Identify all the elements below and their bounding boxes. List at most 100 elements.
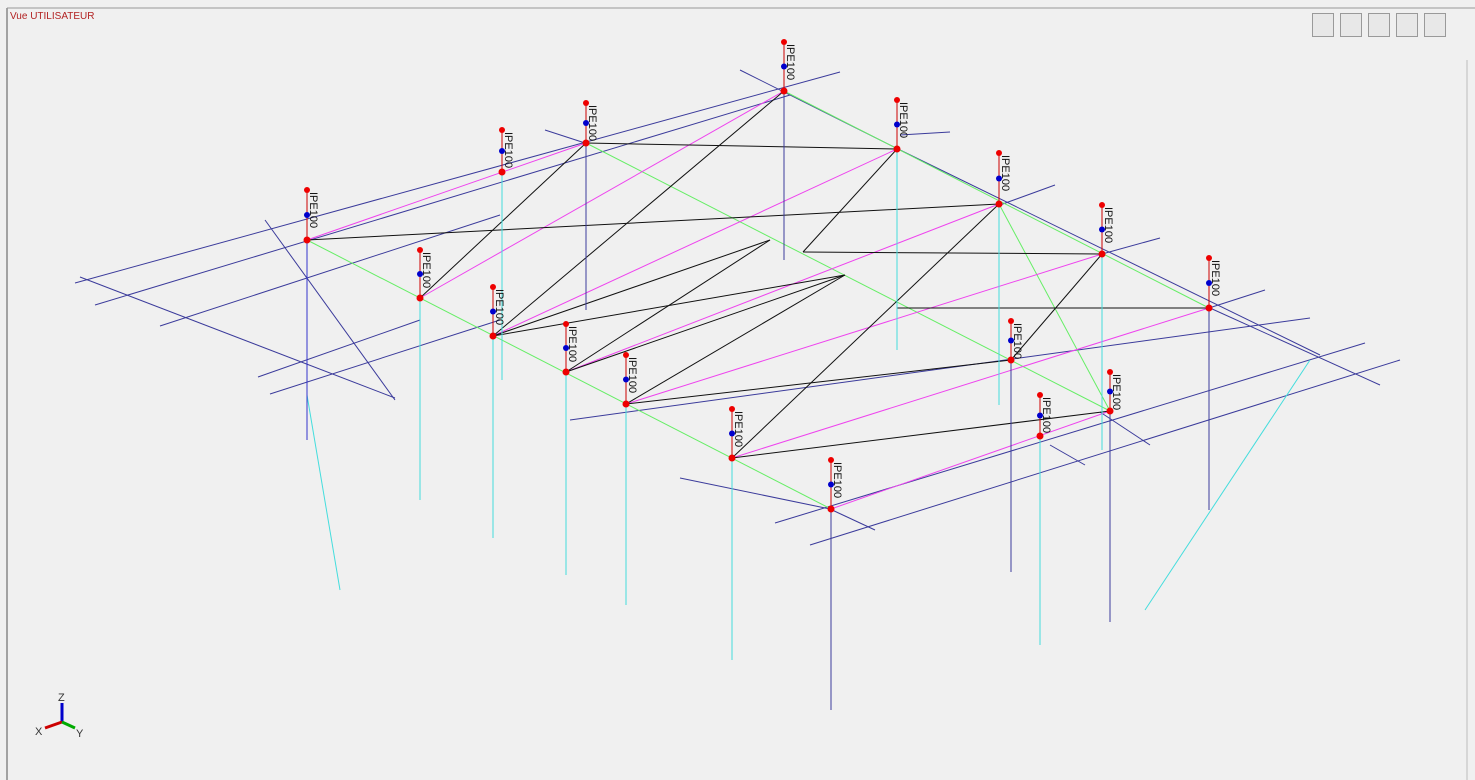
secondary-beam: [565, 203, 1000, 373]
pan-button[interactable]: [1396, 13, 1418, 37]
node: [828, 481, 834, 488]
bracing: [419, 142, 587, 299]
node: [1008, 337, 1014, 344]
node: [1098, 250, 1106, 258]
beam: [679, 477, 831, 510]
node: [562, 368, 570, 376]
section-label: IPE100: [586, 105, 598, 141]
bracing: [1010, 253, 1103, 361]
section-label: IPE100: [493, 289, 505, 325]
bracing: [802, 148, 898, 253]
node: [498, 168, 506, 176]
node: [729, 406, 735, 412]
secondary-beam: [419, 90, 785, 299]
node: [828, 457, 834, 463]
node: [893, 145, 901, 153]
secondary-beam: [625, 253, 1103, 405]
edge-beam: [783, 90, 1210, 309]
section-label: IPE100: [1102, 207, 1114, 243]
beam: [1049, 444, 1086, 466]
section-label: IPE100: [784, 44, 796, 80]
node: [582, 139, 590, 147]
beam: [257, 319, 421, 378]
node: [1099, 202, 1105, 208]
zoom-window-button[interactable]: [1340, 13, 1362, 37]
node: [489, 332, 497, 340]
section-label: IPE100: [502, 132, 514, 168]
node: [583, 120, 589, 126]
beam: [1099, 411, 1151, 446]
beam: [774, 342, 1366, 524]
node: [417, 247, 423, 253]
node: [304, 212, 310, 218]
bracing: [492, 274, 846, 337]
x-label: X: [35, 726, 43, 738]
beam: [999, 184, 1056, 206]
x-axis: [44, 720, 63, 730]
bracing: [731, 410, 1111, 459]
columns: IPE100 IPE100 IPE100 IPE100 IPE100 IPE100 IPE1…: [303, 39, 1221, 710]
section-label: IPE100: [1040, 397, 1052, 433]
node: [623, 376, 629, 383]
beam: [829, 508, 876, 531]
section-label: IPE100: [566, 326, 578, 362]
node: [781, 63, 787, 70]
edge-beam: [306, 239, 832, 510]
beam: [544, 129, 586, 144]
beam: [269, 319, 501, 395]
node: [417, 271, 423, 277]
bracing-vertical: [1144, 359, 1311, 611]
bracing: [306, 203, 1000, 241]
node: [729, 430, 735, 437]
beam: [1208, 289, 1266, 309]
section-label: IPE100: [307, 192, 319, 228]
node: [1106, 407, 1114, 415]
beam: [264, 219, 396, 401]
node: [894, 97, 900, 103]
section-label: IPE100: [999, 155, 1011, 191]
view-title: Vue UTILISATEUR: [10, 11, 94, 22]
node: [490, 284, 496, 290]
secondary-beam: [830, 410, 1111, 510]
node: [1099, 226, 1105, 233]
zoom-in-button[interactable]: [1312, 13, 1334, 37]
node: [1007, 356, 1015, 364]
node: [563, 345, 569, 351]
axis-triad: Z X Y: [35, 692, 84, 740]
bracing: [625, 274, 846, 405]
beam: [1101, 237, 1161, 255]
section-label: IPE100: [1011, 323, 1023, 359]
bracing: [731, 203, 1000, 459]
node: [563, 321, 569, 327]
node: [1206, 255, 1212, 261]
section-label: IPE100: [1209, 260, 1221, 296]
node: [1037, 392, 1043, 398]
node: [1036, 432, 1044, 440]
beam: [159, 214, 501, 327]
beam: [79, 276, 396, 399]
bracing: [802, 251, 1103, 255]
beam: [1209, 307, 1381, 386]
y-label: Y: [76, 728, 84, 740]
secondary-beam: [306, 142, 587, 241]
rotate-button[interactable]: [1424, 13, 1446, 37]
z-label: Z: [58, 692, 65, 704]
beam: [569, 317, 1311, 421]
node: [304, 187, 310, 193]
zoom-fit-button[interactable]: [1368, 13, 1390, 37]
node: [1107, 388, 1113, 395]
node: [781, 39, 787, 45]
y-axis: [61, 720, 76, 730]
structure: [74, 69, 1401, 611]
section-label: IPE100: [420, 252, 432, 288]
node: [623, 352, 629, 358]
node: [1107, 369, 1113, 375]
beam: [899, 131, 951, 136]
node: [1205, 304, 1213, 312]
section-label: IPE100: [897, 102, 909, 138]
node: [827, 505, 835, 513]
node: [416, 294, 424, 302]
node: [1037, 412, 1043, 419]
secondary-beam: [492, 148, 898, 337]
